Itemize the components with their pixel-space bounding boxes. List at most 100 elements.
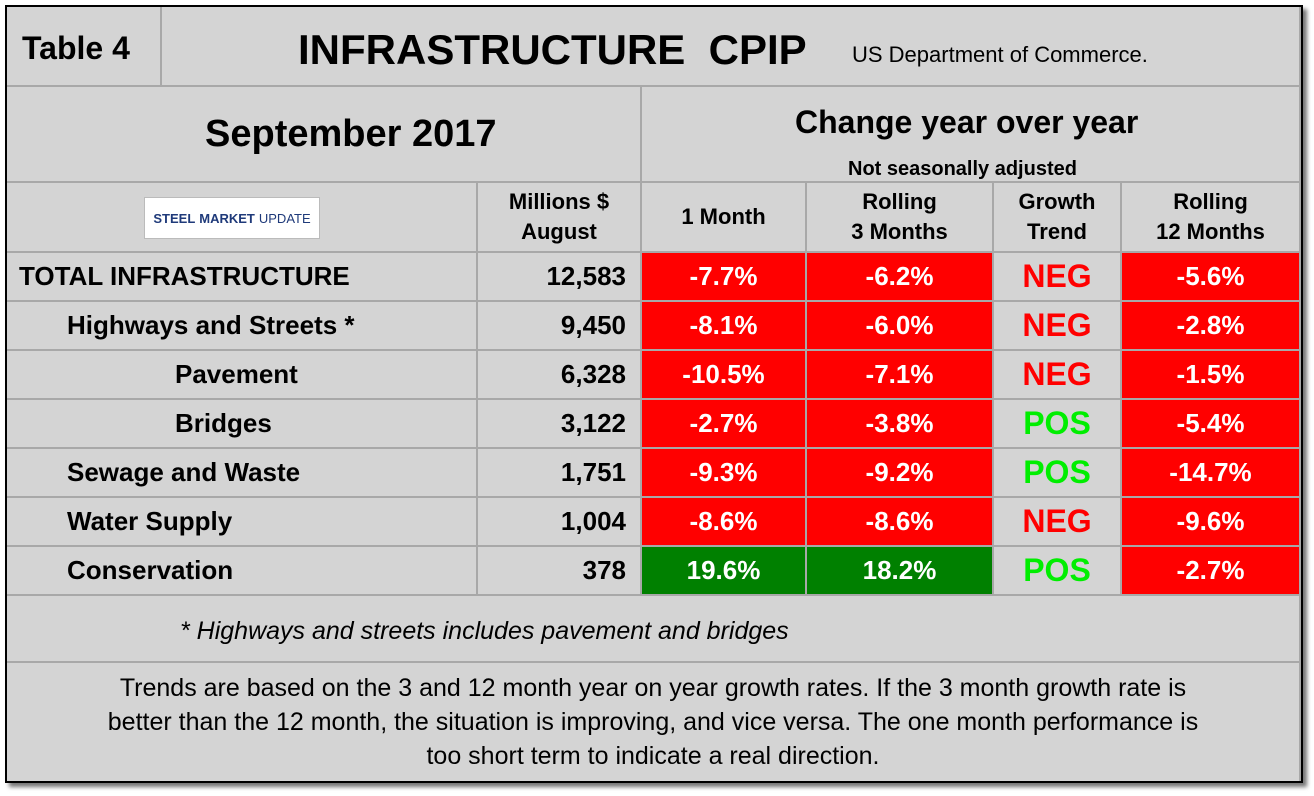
row-label: Highways and Streets *	[67, 310, 355, 340]
trend-cell: NEG	[994, 253, 1122, 302]
change-value: -5.6%	[1176, 261, 1245, 291]
trend: NEG	[1022, 356, 1092, 392]
column-header-line: Trend	[1027, 219, 1087, 244]
table-label: Table 4	[22, 30, 130, 66]
trend: NEG	[1022, 503, 1092, 539]
column-header-line: Growth	[1018, 189, 1096, 214]
change-value: -7.1%	[865, 359, 934, 389]
trend: POS	[1023, 454, 1091, 490]
change-value-cell: -9.2%	[807, 449, 994, 498]
change-value: -2.7%	[689, 408, 758, 438]
change-value-cell: -10.5%	[642, 351, 807, 400]
trend: NEG	[1022, 258, 1092, 294]
value: 12,583	[546, 261, 626, 291]
title-cell	[162, 7, 1301, 87]
column-header: Rolling 12 Months	[1122, 183, 1301, 253]
row-label: TOTAL INFRASTRUCTURE	[19, 261, 350, 291]
value-cell: 9,450	[478, 302, 642, 351]
row-label: Conservation	[67, 555, 234, 585]
change-value-cell: -2.8%	[1122, 302, 1301, 351]
change-value: -8.6%	[689, 506, 758, 536]
change-value: -9.3%	[689, 457, 758, 487]
value: 378	[582, 555, 626, 585]
change-value: -6.2%	[865, 261, 934, 291]
change-value: 19.6%	[686, 555, 761, 585]
logo-text: STEEL	[153, 210, 196, 226]
logo-text: UPDATE	[258, 210, 311, 226]
trend-cell: NEG	[994, 302, 1122, 351]
change-value-cell: -1.5%	[1122, 351, 1301, 400]
change-value-cell: -8.6%	[642, 498, 807, 547]
change-value-cell: -9.6%	[1122, 498, 1301, 547]
trend-cell: POS	[994, 400, 1122, 449]
value-cell: 6,328	[478, 351, 642, 400]
value-cell: 3,122	[478, 400, 642, 449]
row-label: Pavement	[175, 359, 298, 389]
trend-cell: POS	[994, 547, 1122, 596]
change-value-cell: -14.7%	[1122, 449, 1301, 498]
logo: STEEL MARKET UPDATE	[144, 197, 320, 239]
source: US Department of Commerce.	[852, 42, 1148, 67]
logo-text: MARKET	[199, 210, 255, 226]
row-label-cell: Sewage and Waste	[7, 449, 478, 498]
column-header-line: Rolling	[1173, 189, 1248, 214]
change-value: -2.7%	[1176, 555, 1245, 585]
change-value-cell: -5.6%	[1122, 253, 1301, 302]
value: 3,122	[560, 408, 626, 438]
value: 1,004	[560, 506, 626, 536]
notes-cell: Trends are based on the 3 and 12 month y…	[7, 663, 1301, 781]
change-value-cell: -5.4%	[1122, 400, 1301, 449]
change-value: -8.6%	[865, 506, 934, 536]
title: INFRASTRUCTURE CPIP	[298, 26, 807, 73]
footnote-cell	[7, 596, 1301, 663]
notes-line: Trends are based on the 3 and 12 month y…	[119, 674, 1187, 702]
column-header: 1 Month	[642, 183, 807, 253]
change-value-cell: -3.8%	[807, 400, 994, 449]
trend-cell: NEG	[994, 498, 1122, 547]
value: 6,328	[560, 359, 626, 389]
trend-cell: NEG	[994, 351, 1122, 400]
column-header-line: 12 Months	[1156, 219, 1265, 244]
trend: NEG	[1022, 307, 1092, 343]
trend: POS	[1023, 552, 1091, 588]
column-header-line: Millions $	[508, 189, 610, 214]
change-cell	[642, 87, 1301, 183]
change-value: -5.4%	[1176, 408, 1245, 438]
change-value-cell: -7.7%	[642, 253, 807, 302]
footnote: * Highways and streets includes pavement…	[180, 617, 789, 645]
change-value-cell: 19.6%	[642, 547, 807, 596]
label-cell	[7, 7, 162, 87]
row-label: Sewage and Waste	[67, 457, 301, 487]
trend-cell: POS	[994, 449, 1122, 498]
change-value-cell: -9.3%	[642, 449, 807, 498]
column-header-line: 1 Month	[681, 204, 766, 229]
change-value: -9.6%	[1176, 506, 1245, 536]
change-value-cell: -7.1%	[807, 351, 994, 400]
change-value-cell: 18.2%	[807, 547, 994, 596]
row-label: Water Supply	[67, 506, 233, 536]
column-header: Rolling 3 Months	[807, 183, 994, 253]
value-cell: 1,004	[478, 498, 642, 547]
column-header: Millions $ August	[478, 183, 642, 253]
change-value: 18.2%	[862, 555, 937, 585]
change-value: -6.0%	[865, 310, 934, 340]
row-label-cell: Bridges	[7, 400, 478, 449]
column-header-line: August	[521, 219, 597, 244]
row-label-cell: Pavement	[7, 351, 478, 400]
column-header-line: Rolling	[862, 189, 937, 214]
change-value: -1.5%	[1176, 359, 1245, 389]
change-heading: Change year over year	[795, 104, 1139, 140]
change-value: -10.5%	[682, 359, 765, 389]
row-label-cell: Highways and Streets *	[7, 302, 478, 351]
value: 1,751	[560, 457, 626, 487]
value-cell: 12,583	[478, 253, 642, 302]
row-label-cell: TOTAL INFRASTRUCTURE	[7, 253, 478, 302]
period: September 2017	[205, 113, 497, 155]
column-header: Growth Trend	[994, 183, 1122, 253]
change-value-cell: -2.7%	[1122, 547, 1301, 596]
change-value-cell: -6.2%	[807, 253, 994, 302]
change-value: -9.2%	[865, 457, 934, 487]
change-value: -8.1%	[689, 310, 758, 340]
notes-line: better than the 12 month, the situation …	[107, 708, 1199, 736]
